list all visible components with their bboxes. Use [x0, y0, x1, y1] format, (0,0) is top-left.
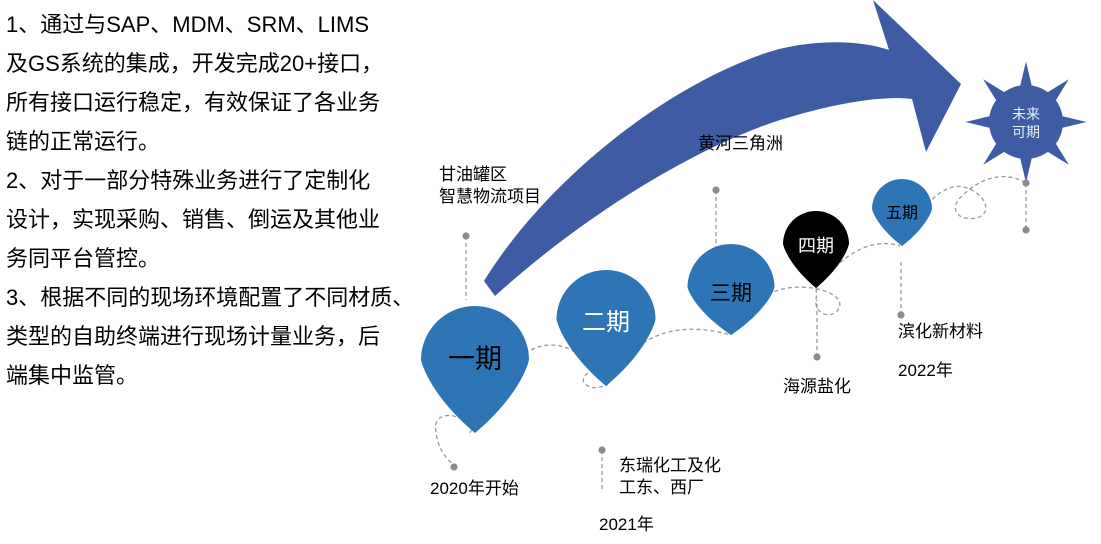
svg-text:未来: 未来 — [1012, 106, 1040, 122]
svg-text:2021年: 2021年 — [599, 515, 654, 534]
svg-text:滨化新材料: 滨化新材料 — [898, 322, 983, 341]
svg-text:黄河三角洲: 黄河三角洲 — [698, 134, 783, 153]
svg-text:二期: 二期 — [582, 309, 630, 336]
svg-text:可期: 可期 — [1012, 124, 1040, 140]
svg-text:东瑞化工及化: 东瑞化工及化 — [619, 456, 721, 475]
svg-text:五期: 五期 — [886, 204, 918, 222]
svg-text:四期: 四期 — [798, 236, 834, 256]
svg-text:三期: 三期 — [710, 282, 752, 305]
svg-text:2020年开始: 2020年开始 — [430, 479, 519, 498]
svg-text:工东、西厂: 工东、西厂 — [619, 478, 704, 497]
svg-text:一期: 一期 — [448, 344, 502, 374]
svg-text:2022年: 2022年 — [898, 361, 953, 380]
svg-text:甘油罐区: 甘油罐区 — [439, 165, 507, 184]
svg-text:智慧物流项目: 智慧物流项目 — [439, 187, 541, 206]
svg-text:海源盐化: 海源盐化 — [783, 377, 851, 396]
